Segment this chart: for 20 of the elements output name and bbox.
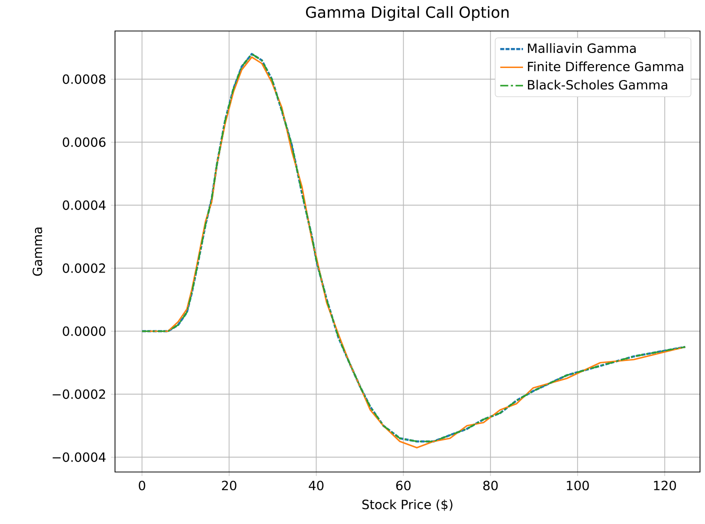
x-tick-label: 60 [396, 480, 411, 490]
y-axis-title: Gamma [32, 228, 42, 276]
x-tick-label: 40 [308, 480, 324, 490]
x-axis-title: Stock Price ($) [362, 499, 452, 511]
legend-label: Finite Difference Gamma [528, 62, 684, 72]
x-tick-label: 80 [483, 480, 498, 490]
y-tick-label: 0.0004 [62, 200, 106, 210]
x-tick-label: 100 [566, 480, 589, 490]
y-tick-label: 0.0000 [62, 326, 106, 336]
x-tick-label: 0 [138, 480, 146, 490]
y-tick-label: 0.0006 [62, 137, 106, 147]
y-tick-label: −0.0004 [52, 452, 106, 462]
x-tick-label: 20 [222, 480, 236, 490]
y-tick-label: −0.0002 [52, 389, 106, 399]
chart-title: Gamma Digital Call Option [306, 6, 509, 21]
legend-label: Malliavin Gamma [528, 43, 636, 54]
x-tick-label: 120 [654, 480, 676, 490]
legend-label: Black-Scholes Gamma [528, 80, 668, 90]
y-tick-label: 0.0002 [62, 263, 106, 273]
y-tick-label: 0.0008 [62, 74, 106, 84]
